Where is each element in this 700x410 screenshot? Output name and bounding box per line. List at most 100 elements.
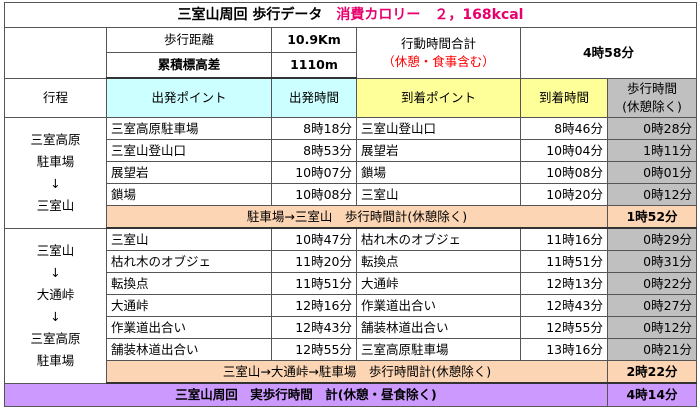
arrive-time: 11時51分 [520,250,608,273]
route-arrow: ↓ [50,264,61,280]
depart-point: 舗装林道出合い [106,338,272,361]
route-line: 大通峠 [36,286,75,302]
arrive-point: 転換点 [356,250,521,273]
grand-total-value: 4時14分 [606,382,698,407]
depart-point: 転換点 [106,272,272,295]
depart-time: 11時51分 [271,272,357,295]
table-row: 展望岩 10時07分 鎖場 10時08分 0時01分 [5,161,698,184]
total-time-value: 4時58分 [519,27,698,79]
arrive-time: 10時04分 [520,139,608,162]
arrive-time: 11時16分 [520,227,608,251]
table-row: 作業道出合い 12時43分 舗装林道出合い 12時55分 0時12分 [5,316,698,339]
route-arrow: ↓ [50,175,61,191]
header-row: 行程 出発ポイント 出発時間 到着ポイント 到着時間 歩行時間 (休憩除く) [4,77,698,118]
arrive-point: 大通峠 [356,272,521,295]
depart-point: 大通峠 [106,294,272,317]
subtotal-label: 三室山→大通峠→駐車場 歩行時間計(休憩除く) [106,360,608,384]
arrive-point: 三室山 [356,183,521,206]
depart-point: 三室山 [106,227,272,251]
walk-time: 0時22分 [606,272,698,295]
subtotal-label: 駐車場→三室山 歩行時間計(休憩除く) [106,205,608,229]
arrive-time: 8時46分 [520,117,608,140]
arrive-point: 三室高原駐車場 [356,338,521,361]
walking-data-table: 三室山周回 歩行データ 消費カロリー ２，168kcal 歩行距離 10.9Km … [3,2,698,407]
depart-point-header: 出発ポイント [106,77,272,118]
total-time-note: （休憩・食事含む） [382,53,495,69]
arrive-point: 鎖場 [356,161,521,184]
depart-time: 8時18分 [271,117,357,140]
depart-time: 12時55分 [271,338,357,361]
summary-row-1: 歩行距離 10.9Km 行動時間合計 （休憩・食事含む） 4時58分 [4,27,698,79]
subtotal-row-section2: 三室山→大通峠→駐車場 歩行時間計(休憩除く) 2時22分 [5,360,698,384]
arrive-point: 展望岩 [356,139,521,162]
walk-time: 0時31分 [606,250,698,273]
page-title: 三室山周回 歩行データ 消費カロリー ２，168kcal [3,2,698,28]
elevation-value: 1110m [271,52,357,79]
grand-total-row: 三室山周回 実歩行時間 計(休憩・昼食除く) 4時14分 [4,382,698,407]
table-row: 三室山登山口 8時53分 展望岩 10時04分 1時11分 [5,139,698,162]
route-cell-section2: 三室山 ↓ 大通峠 ↓ 三室高原 駐車場 [4,227,107,384]
walk-time: 0時27分 [606,294,698,317]
depart-point: 展望岩 [106,161,272,184]
route-cell-section1: 三室高原 駐車場 ↓ 三室山 [4,117,107,229]
table-row: 転換点 11時51分 大通峠 12時13分 0時22分 [5,272,698,295]
depart-time: 12時43分 [271,316,357,339]
walk-time: 0時21分 [606,338,698,361]
table-row: 鎖場 10時08分 三室山 10時20分 0時12分 [5,183,698,206]
depart-point: 三室高原駐車場 [106,117,272,140]
table-row: 大通峠 12時16分 作業道出合い 12時43分 0時27分 [5,294,698,317]
walk-time: 0時12分 [606,316,698,339]
distance-value: 10.9Km [271,27,357,53]
walk-time: 0時01分 [606,161,698,184]
subtotal-row-section1: 駐車場→三室山 歩行時間計(休憩除く) 1時52分 [5,205,698,229]
calorie-text: 消費カロリー ２，168kcal [336,7,524,23]
depart-point: 鎖場 [106,183,272,206]
arrive-point: 作業道出合い [356,294,521,317]
subtotal-value: 2時22分 [606,360,698,384]
depart-time: 10時08分 [271,183,357,206]
walk-time: 0時12分 [606,183,698,206]
depart-time-header: 出発時間 [271,77,357,118]
walk-time-header-line2: (休憩除く) [622,98,682,114]
walk-time: 0時28分 [606,117,698,140]
route-line: 駐車場 [36,352,75,368]
walking-data-sheet: 三室山周回 歩行データ 消費カロリー ２，168kcal 歩行距離 10.9Km … [3,2,698,407]
depart-point: 枯れ木のオブジェ [106,250,272,273]
depart-time: 10時47分 [271,227,357,251]
route-line: 三室山 [36,242,75,258]
table-row: 三室山 ↓ 大通峠 ↓ 三室高原 駐車場 三室山 10時47分 枯れ木のオブジェ… [4,227,698,384]
route-line: 三室山 [36,197,75,213]
summary-row-2: 累積標高差 1110m [5,52,697,79]
route-arrow: ↓ [50,308,61,324]
depart-time: 8時53分 [271,139,357,162]
walk-time-header-line1: 歩行時間 [627,80,678,96]
arrive-time: 12時55分 [520,316,608,339]
walk-time: 0時29分 [606,227,698,251]
depart-time: 11時20分 [271,250,357,273]
distance-label: 歩行距離 [106,27,272,53]
arrive-point: 枯れ木のオブジェ [356,227,521,251]
route-line: 三室高原 [30,131,81,147]
arrive-time: 13時16分 [520,338,608,361]
title-main: 三室山周回 歩行データ [177,7,323,23]
table-row: 枯れ木のオブジェ 11時20分 転換点 11時51分 0時31分 [5,250,698,273]
depart-time: 12時16分 [271,294,357,317]
arrive-point: 舗装林道出合い [356,316,521,339]
arrive-time: 12時43分 [520,294,608,317]
depart-time: 10時07分 [271,161,357,184]
table-row: 三室高原 駐車場 ↓ 三室山 三室高原駐車場 8時18分 三室山登山口 8時46… [4,117,698,229]
arrive-time: 12時13分 [520,272,608,295]
arrive-time: 10時20分 [520,183,608,206]
total-time-label-text: 行動時間合計 [400,35,476,51]
table-row: 舗装林道出合い 12時55分 三室高原駐車場 13時16分 0時21分 [5,338,698,361]
walk-time-header: 歩行時間 (休憩除く) [606,77,698,118]
route-line: 三室高原 [30,330,81,346]
total-time-label: 行動時間合計 （休憩・食事含む） [356,27,521,79]
arrive-time-header: 到着時間 [520,77,608,118]
title-row: 三室山周回 歩行データ 消費カロリー ２，168kcal [3,2,698,28]
route-header: 行程 [4,77,107,118]
walk-time: 1時11分 [606,139,698,162]
arrive-time: 10時08分 [520,161,608,184]
arrive-point: 三室山登山口 [356,117,521,140]
arrive-point-header: 到着ポイント [356,77,521,118]
